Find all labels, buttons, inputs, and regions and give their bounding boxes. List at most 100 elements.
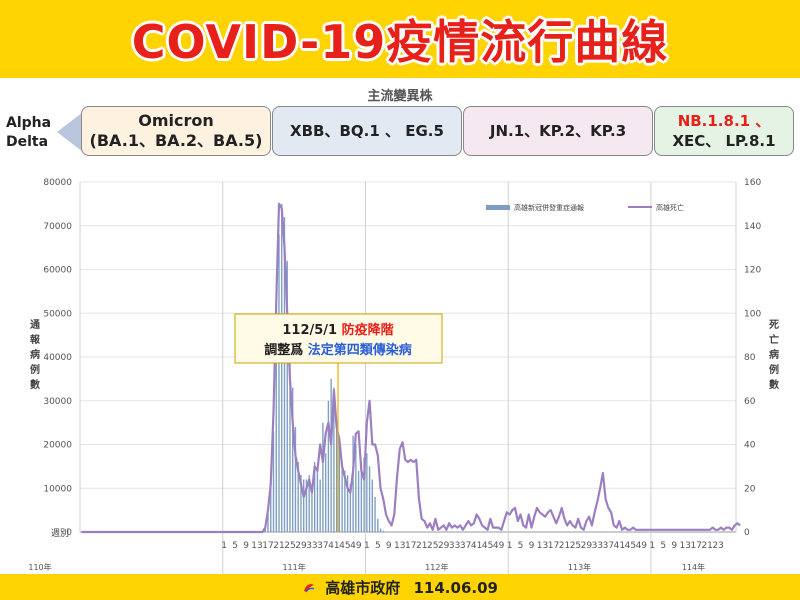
x-tick-label: 21 (559, 541, 570, 551)
report-bar (344, 470, 346, 532)
epidemic-curve-chart: 0 10000 20000 30000 40000 50000 60000 70000 8000… (28, 178, 779, 577)
kaohsiung-logo-icon (304, 584, 315, 593)
y2-tick-label: 0 (744, 528, 750, 538)
x-tick-label: 9 (386, 541, 392, 551)
x-tick-label: 41 (614, 541, 625, 551)
y2-axis-label: 死亡病例數 (769, 319, 779, 391)
y-tick-label: 50000 (43, 309, 72, 319)
era-nb181: NB.1.8.1 、 XEC、 LP.8.1 (654, 106, 794, 156)
report-bar (360, 462, 363, 532)
report-bar (368, 466, 371, 532)
footer-date: 114.06.09 (413, 579, 498, 597)
y2-tick-label: 120 (744, 266, 761, 276)
x-tick-label: 41 (328, 541, 339, 551)
footer: 高雄市政府 114.06.09 (0, 577, 800, 598)
x-tick-label: 1 (364, 541, 370, 551)
x-tick-label: 5 (660, 541, 666, 551)
era-omicron-line2: (BA.1、BA.2、BA.5) (89, 131, 263, 150)
y-tick-label: 0 (66, 528, 72, 538)
era-omicron-line1: Omicron (138, 111, 214, 130)
x-tick-label: 25 (284, 541, 295, 551)
y2-tick-label: 60 (744, 397, 756, 407)
annotation-line1: 112/5/1 防疫降階 (282, 322, 393, 338)
legend-line-label: 高雄死亡 (656, 203, 684, 212)
x-tick-label: 13 (537, 541, 548, 551)
report-bar (305, 479, 308, 532)
report-bar (330, 378, 332, 532)
report-bar (335, 422, 338, 532)
legend-bar-label: 高雄新冠併發重症通報 (514, 203, 584, 212)
x-tick-label: 17 (262, 541, 273, 551)
report-bar (272, 431, 275, 532)
x-tick-label: 9 (243, 541, 249, 551)
legend-bar-swatch (486, 205, 510, 210)
y-tick-label: 80000 (43, 178, 72, 188)
footer-org: 高雄市政府 (325, 579, 401, 597)
report-bar (292, 387, 294, 532)
x-tick-label: 25 (427, 541, 438, 551)
x-tick-label: 29 (581, 541, 593, 551)
previous-variants: Alpha Delta (6, 114, 51, 152)
chart-axes: 0 10000 20000 30000 40000 50000 60000 70000 8000… (28, 178, 761, 572)
y2-axis-label-char: 例 (769, 363, 779, 376)
report-bar (371, 479, 374, 532)
report-bar (349, 483, 352, 532)
x-tick-label: 45 (482, 541, 493, 551)
page-title: COVID-19疫情流行曲線 (131, 15, 669, 69)
y-axis-label-char: 例 (30, 363, 40, 376)
x-tick-label: 17 (405, 541, 416, 551)
x-tick-label: 21 (416, 541, 427, 551)
x-tick-label: 49 (350, 541, 362, 551)
x-tick-label: 29 (438, 541, 450, 551)
report-bar (374, 497, 376, 532)
year-label: 114年 (682, 562, 705, 572)
x-tick-label: 37 (317, 541, 328, 551)
report-bar (311, 488, 313, 532)
annotation-disease-class: 法定第四類傳染病 (308, 342, 412, 358)
x-tick-label: 49 (636, 541, 648, 551)
report-bar (316, 470, 319, 532)
era-jn1: JN.1、KP.2、KP.3 (463, 106, 653, 156)
y2-axis-label-char: 數 (769, 378, 779, 391)
y-axis-label-char: 報 (30, 333, 41, 346)
x-tick-label: 33 (592, 541, 603, 551)
annotation-date: 112/5/1 (282, 323, 337, 338)
header-band (0, 0, 800, 78)
x-tick-label: 5 (375, 541, 381, 551)
x-tick-label: 13 (679, 541, 690, 551)
report-bar (286, 260, 288, 532)
report-bar (338, 435, 341, 532)
report-bar (267, 514, 269, 532)
variant-subtitle: 主流變異株 (367, 89, 433, 104)
report-bar (385, 531, 387, 532)
previous-variant-alpha: Alpha (6, 115, 52, 131)
x-tick-label: 37 (460, 541, 471, 551)
report-bar (379, 528, 382, 532)
x-tick-label: 45 (339, 541, 350, 551)
report-bar (289, 335, 291, 532)
y-tick-label: 60000 (43, 266, 72, 276)
x-tick-label: 33 (449, 541, 460, 551)
y-tick-label: 10000 (43, 484, 72, 494)
y2-tick-label: 80 (744, 353, 756, 363)
x-tick-label: 37 (603, 541, 614, 551)
x-tick-label: 17 (548, 541, 559, 551)
report-bar (283, 217, 286, 532)
y-tick-label: 20000 (43, 441, 72, 451)
x-tick-label: 25 (570, 541, 581, 551)
y-tick-label: 30000 (43, 397, 72, 407)
x-tick-label: 29 (295, 541, 307, 551)
y2-tick-label: 100 (744, 309, 761, 319)
annotation-box (234, 313, 443, 364)
y-tick-label: 40000 (43, 353, 72, 363)
x-tick-label: 5 (232, 541, 238, 551)
y2-axis-label-char: 亡 (769, 333, 779, 346)
death-line (81, 202, 741, 534)
report-bar (333, 387, 335, 532)
previous-variant-delta: Delta (6, 134, 49, 150)
era-omicron: Omicron (BA.1、BA.2、BA.5) (81, 106, 271, 156)
x-tick-label: 13 (251, 541, 262, 551)
y-axis-label-char: 通 (30, 319, 40, 331)
report-bar (341, 462, 343, 532)
x-tick-label: 49 (493, 541, 505, 551)
